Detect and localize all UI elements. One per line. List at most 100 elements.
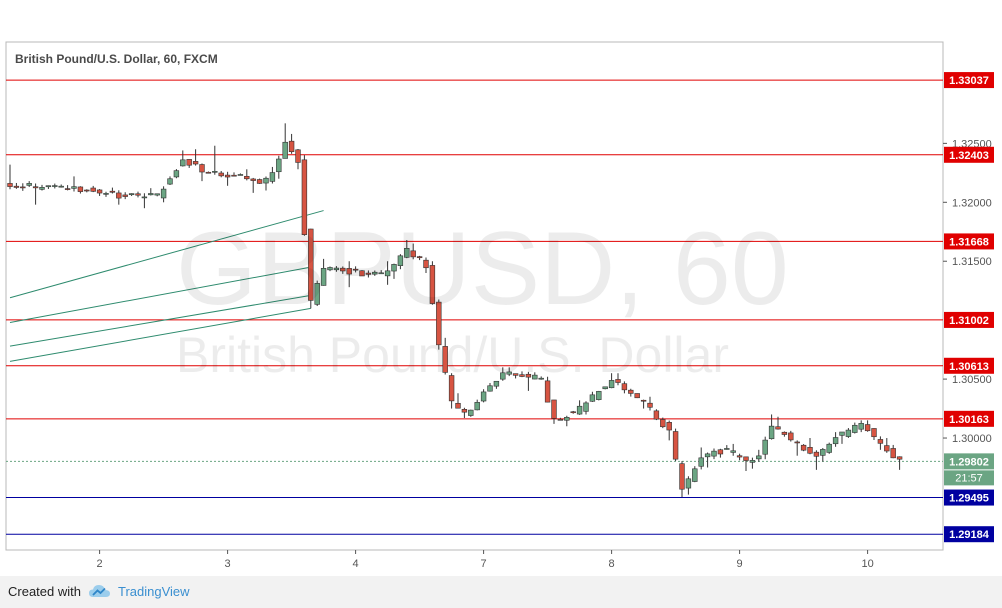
candle-body (468, 409, 474, 416)
candle-body (397, 255, 404, 266)
candle-body (64, 188, 71, 190)
level-label-text: 1.32403 (949, 150, 989, 162)
candle (468, 409, 474, 417)
candle-body (384, 270, 391, 277)
level-price-label: 1.33037 (944, 72, 994, 89)
candle (820, 447, 826, 462)
candle-body (832, 437, 839, 445)
level-label-box (944, 311, 994, 328)
candle (711, 448, 717, 460)
candle-body (596, 391, 602, 400)
candle (52, 183, 58, 189)
candle (64, 185, 71, 191)
candle-body (442, 346, 448, 373)
candle-body (77, 186, 84, 192)
x-tick-label: 4 (353, 558, 359, 570)
candle (122, 192, 128, 200)
candle-body (864, 424, 871, 432)
candle (871, 428, 877, 441)
candle-body (544, 380, 551, 403)
trendline (9, 294, 311, 347)
trendlines (9, 210, 324, 362)
candle (384, 261, 391, 285)
candle (794, 440, 800, 456)
x-tick-label: 7 (481, 558, 487, 570)
candle (698, 447, 704, 470)
tradingview-link[interactable]: TradingView (118, 584, 190, 599)
candle (352, 266, 359, 273)
candle-body (301, 159, 308, 235)
candle-body (455, 402, 461, 409)
candle-body (621, 383, 628, 391)
candle (7, 164, 13, 190)
candle (173, 169, 180, 179)
candle-body (288, 140, 295, 153)
candle-body (813, 451, 820, 457)
candle-body (282, 141, 288, 159)
candle-body (711, 450, 717, 457)
candle (314, 280, 320, 307)
candle-body (608, 380, 615, 389)
candle (602, 386, 608, 390)
candle-body (532, 374, 538, 380)
candle (71, 176, 77, 192)
candle-body (327, 267, 333, 271)
grid-layer (5, 41, 944, 551)
candle (269, 166, 276, 184)
candle (135, 191, 141, 198)
candle (461, 407, 468, 418)
candle (13, 182, 20, 189)
candle (500, 367, 506, 381)
x-tick-label: 3 (225, 558, 231, 570)
level-label-text: 1.30613 (949, 361, 989, 373)
candle-body (506, 371, 512, 375)
level-price-label: 1.31668 (944, 233, 994, 250)
candle (615, 373, 621, 386)
candle-body (896, 456, 903, 460)
candle-body (269, 172, 276, 182)
level-label-text: 1.31002 (949, 315, 989, 327)
candle-body (359, 270, 365, 277)
candle (448, 373, 455, 409)
candle-body (749, 460, 756, 463)
candle-body (628, 389, 634, 394)
candle-body (52, 185, 58, 187)
candle-body (237, 174, 244, 176)
level-label-box (944, 146, 994, 163)
level-price-label: 1.32403 (944, 146, 994, 163)
candle (372, 270, 378, 276)
candle (263, 176, 269, 191)
last-price-label: 1.29802 21:57 (944, 453, 994, 486)
candle (877, 436, 884, 450)
candle-body (743, 456, 749, 461)
candle (282, 123, 288, 159)
candle-body (314, 283, 320, 305)
candle-body (762, 439, 768, 455)
candle-body (378, 272, 384, 275)
candle (308, 228, 314, 309)
candle-body (423, 259, 429, 269)
candle (813, 450, 820, 470)
last-price-text: 1.29802 (949, 456, 989, 468)
candle (583, 401, 589, 415)
candle-body (615, 379, 621, 383)
candle-body (71, 186, 77, 189)
candle (423, 257, 429, 274)
candle (493, 380, 500, 389)
candle (141, 193, 148, 209)
candle-body (39, 187, 45, 190)
candle-body (256, 179, 263, 184)
candle (256, 178, 263, 184)
candle (781, 431, 788, 437)
candle-body (666, 422, 672, 431)
candle-body (660, 419, 666, 428)
x-tick-label: 9 (737, 558, 743, 570)
candle-body (346, 268, 352, 275)
level-label-box (944, 526, 994, 543)
y-tick-label: 1.30500 (952, 374, 992, 386)
candle (762, 436, 768, 460)
candle-body (352, 268, 359, 271)
created-with-text: Created with (8, 584, 81, 599)
candle-body (557, 419, 564, 421)
